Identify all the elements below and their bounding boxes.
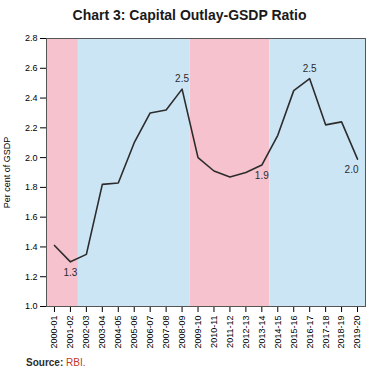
svg-text:2.8: 2.8 [25,33,38,43]
svg-text:1.6: 1.6 [25,212,38,222]
svg-text:2013-14: 2013-14 [257,316,267,349]
svg-text:2.6: 2.6 [25,63,38,73]
svg-text:2014-15: 2014-15 [273,316,283,349]
svg-text:2005-06: 2005-06 [129,316,139,349]
svg-text:2009-10: 2009-10 [193,316,203,349]
svg-text:1.8: 1.8 [25,182,38,192]
svg-text:1.0: 1.0 [25,301,38,311]
svg-text:2003-04: 2003-04 [97,316,107,349]
svg-text:1.4: 1.4 [25,242,38,252]
svg-text:2001-02: 2001-02 [65,316,75,349]
svg-text:2017-18: 2017-18 [321,316,331,349]
svg-text:2015-16: 2015-16 [289,316,299,349]
svg-text:2.5: 2.5 [303,63,317,74]
svg-text:2.5: 2.5 [175,73,189,84]
svg-text:2010-11: 2010-11 [209,316,219,348]
svg-text:2011-12: 2011-12 [225,316,235,348]
svg-text:2018-19: 2018-19 [336,316,346,349]
svg-text:2012-13: 2012-13 [241,316,251,349]
svg-text:1.3: 1.3 [63,267,77,278]
html-text:Chart 3: Capital Outlay-GSDP R: Chart 3: Capital Outlay-GSDP Ratio [72,7,307,23]
svg-text:1.2: 1.2 [25,272,38,282]
svg-text:2.4: 2.4 [25,93,38,103]
svg-text:2007-08: 2007-08 [161,316,171,349]
svg-text:2004-05: 2004-05 [113,316,123,349]
svg-text:2.0: 2.0 [345,164,359,175]
svg-text:2016-17: 2016-17 [305,316,315,349]
svg-text:1.9: 1.9 [255,170,269,181]
svg-text:2019-20: 2019-20 [352,316,362,349]
svg-text:2006-07: 2006-07 [145,316,155,349]
svg-text:Per cent of GSDP: Per cent of GSDP [2,137,12,209]
html-text:Source: RBI.: Source: RBI. [26,357,86,368]
svg-text:2008-09: 2008-09 [177,316,187,349]
svg-text:2000-01: 2000-01 [49,316,59,349]
svg-text:2002-03: 2002-03 [81,316,91,349]
svg-text:2.0: 2.0 [25,152,38,162]
svg-text:2.2: 2.2 [25,123,38,133]
